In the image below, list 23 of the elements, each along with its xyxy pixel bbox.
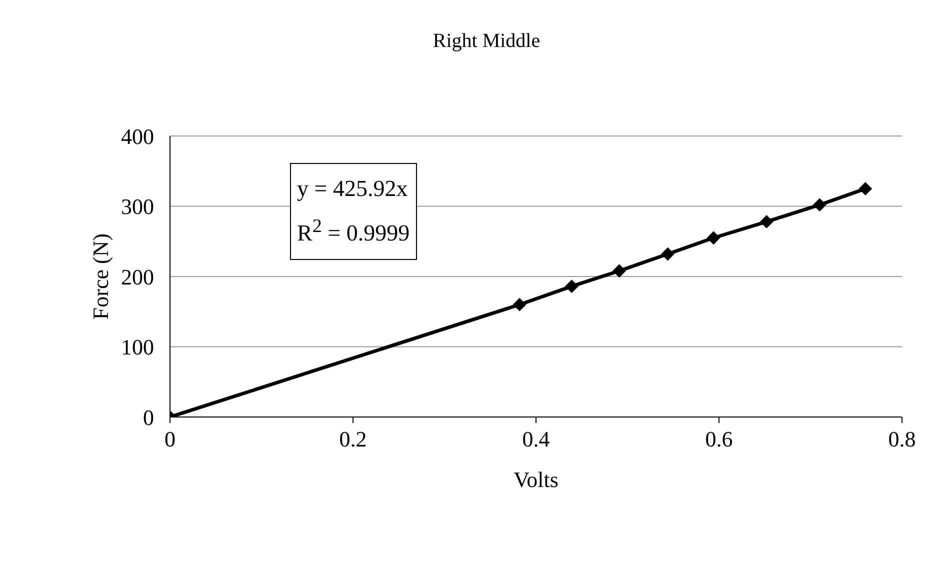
- y-tick-label: 400: [121, 124, 154, 149]
- y-tick-label: 0: [143, 404, 154, 430]
- y-axis-title: Force (N): [88, 233, 113, 320]
- y-tick-label: 200: [121, 264, 154, 290]
- point: [661, 248, 674, 261]
- x-tick-label: 0.2: [339, 426, 367, 452]
- point: [513, 298, 526, 312]
- x-tick-label: 0.6: [705, 426, 733, 452]
- annotation: R$^{2}$ = 0.9999: [297, 215, 410, 248]
- y-tick-label: 300: [121, 194, 154, 220]
- chart-title: Right Middle: [432, 30, 542, 53]
- x-axis-title: Volts: [514, 467, 558, 492]
- annotation: y = 425.92x: [297, 175, 409, 203]
- y-tick-label: 100: [121, 334, 154, 360]
- point: [813, 198, 826, 212]
- point: [707, 231, 720, 244]
- point: [565, 280, 578, 293]
- point: [612, 264, 626, 278]
- x-tick-label: 0.4: [522, 426, 550, 452]
- x-tick-label: 0.8: [888, 426, 916, 452]
- point: [858, 182, 872, 196]
- x-tick-label: 0: [164, 426, 176, 452]
- point: [760, 215, 774, 228]
